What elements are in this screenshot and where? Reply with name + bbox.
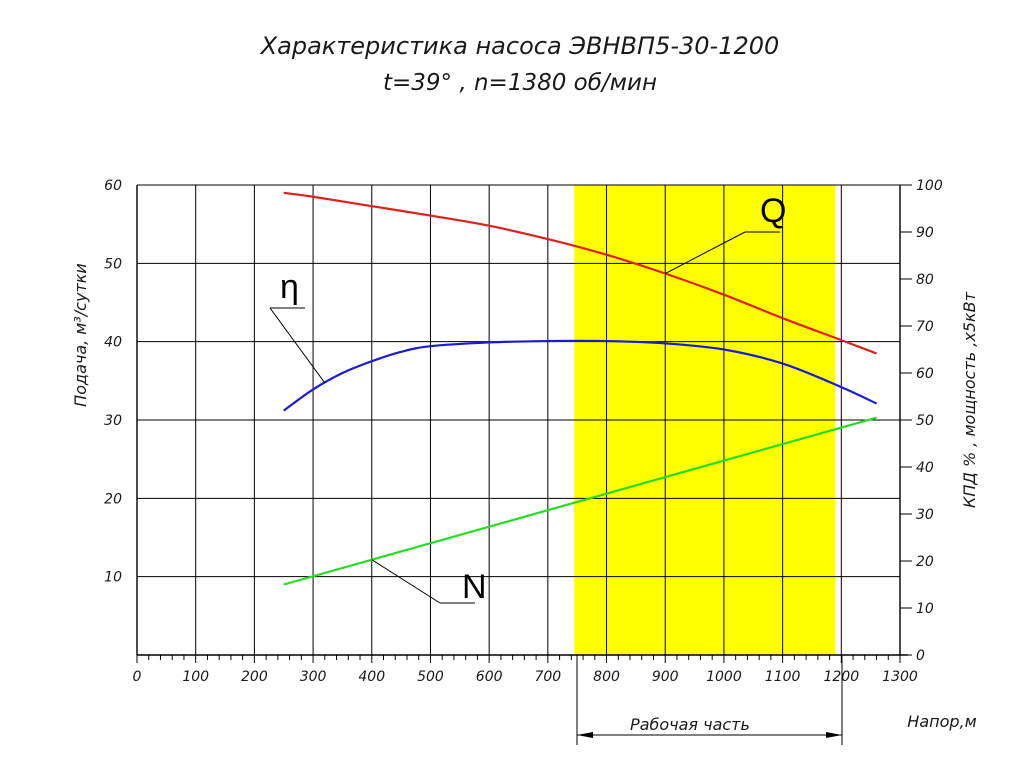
working-range-label: Рабочая часть [630,715,750,734]
leader-line [664,231,746,274]
y-right-tick-label: 40 [916,460,934,476]
y-left-tick-label: 60 [104,178,122,194]
y-left-tick-label: 50 [104,256,122,272]
leader-line [371,559,441,604]
y-right-tick-label: 0 [916,648,925,664]
x-tick-label: 400 [358,669,385,685]
y-right-tick-label: 20 [916,554,934,570]
y-right-tick-label: 30 [916,507,934,523]
series-line-Q [283,191,877,355]
x-tick-label: 1200 [823,669,859,685]
y-left-tick-label: 30 [104,413,122,429]
x-tick-label: 100 [182,669,209,685]
series-line-N [283,416,877,586]
chart-subtitle: t=39° , n=1380 об/мин [383,70,657,96]
leader-line [269,307,326,384]
series-label: N [462,568,487,606]
y-left-tick-label: 10 [104,570,122,586]
grid [136,184,908,656]
x-tick-label: 800 [593,669,620,685]
x-axis-title: Напор,м [907,712,976,731]
y-right-tick-label: 80 [916,272,934,288]
chart-title: Характеристика насоса ЭВНВП5-30-1200 [259,32,780,60]
series-label: η [280,268,299,306]
y-right-axis-title: КПД % , мощность ,х5кВт [960,291,979,508]
series-line-eta [283,339,877,412]
x-tick-label: 1100 [765,669,801,685]
x-tick-label: 300 [300,669,327,685]
x-tick-label: 500 [417,669,444,685]
x-tick-label: 600 [476,669,503,685]
x-tick-label: 900 [652,669,679,685]
y-right-tick-label: 60 [916,366,934,382]
y-left-tick-label: 40 [104,335,122,351]
y-right-tick-label: 10 [916,601,934,617]
x-tick-label: 700 [534,669,561,685]
ticks: 0 100 200 300 400 500 600 700 800 900 1000 1100 1200… [104,178,943,685]
x-tick-label: 1300 [882,669,918,685]
series-lines [283,191,877,586]
y-left-axis-title: Подача, м³/сутки [71,263,90,407]
x-tick-label: 1000 [706,669,742,685]
x-tick-label: 200 [241,669,268,685]
series-labels: Qη N [269,192,786,606]
y-right-tick-label: 100 [916,178,943,194]
y-left-tick-label: 20 [104,491,122,507]
y-right-tick-label: 50 [916,413,934,429]
series-label: Q [760,192,786,230]
y-right-tick-label: 70 [916,319,934,335]
working-range-dimension: Рабочая часть [576,655,843,745]
y-right-tick-label: 90 [916,225,934,241]
x-tick-label: 0 [133,669,142,685]
